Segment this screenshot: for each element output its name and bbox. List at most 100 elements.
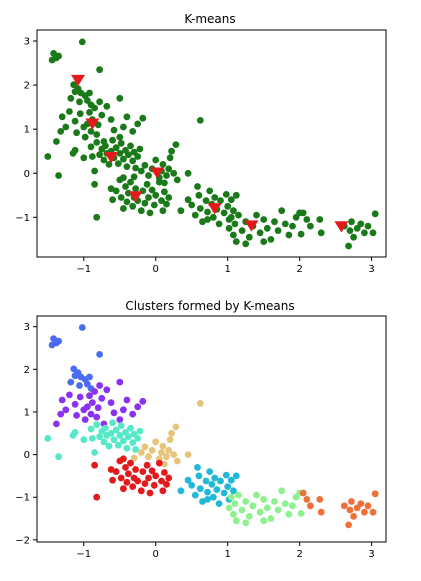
cluster-6-point <box>232 472 240 480</box>
data-point <box>124 151 132 159</box>
data-point <box>245 233 253 241</box>
cluster-6-point <box>224 483 232 490</box>
data-point <box>105 161 113 168</box>
cluster-3-point <box>110 436 118 444</box>
data-point <box>285 231 293 239</box>
data-point <box>242 240 250 248</box>
cluster-5-point <box>152 472 160 480</box>
data-point <box>211 194 219 201</box>
data-point <box>364 222 372 230</box>
cluster-4-point <box>141 443 149 451</box>
cluster-4-point <box>172 423 180 431</box>
cluster-5-point <box>132 466 140 473</box>
kmeans-centroids-layer <box>71 74 349 233</box>
cluster-2-point <box>86 392 93 400</box>
cluster-7-point <box>245 513 253 520</box>
cluster-6-point <box>188 481 196 489</box>
data-point <box>371 210 379 218</box>
cluster-6-point <box>222 471 230 479</box>
data-point <box>206 187 214 195</box>
cluster-3-point <box>107 429 115 437</box>
cluster-6-point <box>220 489 228 497</box>
cluster-5-point <box>107 466 115 473</box>
cluster-4-point <box>145 453 152 461</box>
data-point <box>96 98 103 106</box>
data-point <box>107 116 115 123</box>
data-point <box>316 216 324 223</box>
cluster-4-point <box>196 400 204 407</box>
data-point <box>89 153 96 160</box>
data-point <box>196 117 204 124</box>
cluster-2-point <box>134 403 142 411</box>
cluster-5-point <box>161 469 168 476</box>
cluster-1-point <box>76 382 83 389</box>
data-point <box>231 220 239 228</box>
data-point <box>345 242 352 250</box>
cluster-2-point <box>98 394 106 402</box>
data-point <box>369 229 377 237</box>
cluster-7-point <box>231 500 239 507</box>
data-point <box>116 94 124 102</box>
data-point <box>96 66 103 74</box>
cluster-2-point <box>103 386 111 394</box>
cluster-6-point <box>227 476 235 484</box>
cluster-7-point <box>281 500 289 507</box>
data-point <box>225 224 233 232</box>
cluster-5-point <box>134 477 142 485</box>
x-tick-label: −1 <box>76 264 91 275</box>
cluster-1-point <box>71 372 79 380</box>
data-point <box>260 238 268 246</box>
data-point <box>123 113 131 121</box>
data-point <box>204 216 211 223</box>
cluster-7-point <box>297 510 305 517</box>
data-point <box>139 114 147 122</box>
data-point <box>184 196 192 204</box>
data-point <box>66 108 73 115</box>
data-point <box>253 211 260 219</box>
cluster-6-point <box>191 491 199 499</box>
data-point <box>81 133 89 141</box>
data-point <box>129 127 137 135</box>
cluster-2-point <box>89 399 96 406</box>
data-point <box>145 172 152 179</box>
data-point <box>62 123 70 131</box>
data-point <box>263 224 271 232</box>
data-point <box>299 209 307 217</box>
cluster-2-point <box>73 412 80 419</box>
cluster-2-point <box>116 416 124 423</box>
centroid-marker <box>334 221 349 233</box>
data-point <box>260 216 268 223</box>
cluster-2-point <box>66 391 73 399</box>
cluster-8-point <box>361 508 368 516</box>
data-point <box>57 127 65 135</box>
data-point <box>281 220 289 228</box>
cluster-5-point <box>158 477 165 485</box>
cluster-1-point <box>96 351 103 358</box>
clusters-chart-title: Clusters formed by K-means <box>125 299 294 313</box>
data-point <box>127 178 134 186</box>
data-point <box>195 191 203 199</box>
data-point <box>86 89 93 97</box>
data-point <box>116 150 124 157</box>
cluster-7-point <box>267 515 275 522</box>
data-point <box>348 218 355 226</box>
cluster-4-point <box>184 451 192 458</box>
cluster-6-point <box>204 496 211 503</box>
data-point <box>109 136 116 144</box>
data-point <box>55 172 62 179</box>
cluster-3-point <box>134 435 142 442</box>
cluster-8-point <box>346 506 354 514</box>
data-point <box>184 169 192 177</box>
data-point <box>53 138 60 145</box>
data-point <box>120 205 127 212</box>
data-point <box>196 205 204 212</box>
cluster-1-point <box>78 324 86 331</box>
data-point <box>361 229 368 237</box>
cluster-3-point <box>112 426 120 434</box>
data-point <box>58 113 66 121</box>
centroid-marker <box>150 167 165 179</box>
x-tick-label: 3 <box>368 549 374 560</box>
cluster-2-point <box>129 410 137 418</box>
cluster-3-point <box>132 446 140 453</box>
